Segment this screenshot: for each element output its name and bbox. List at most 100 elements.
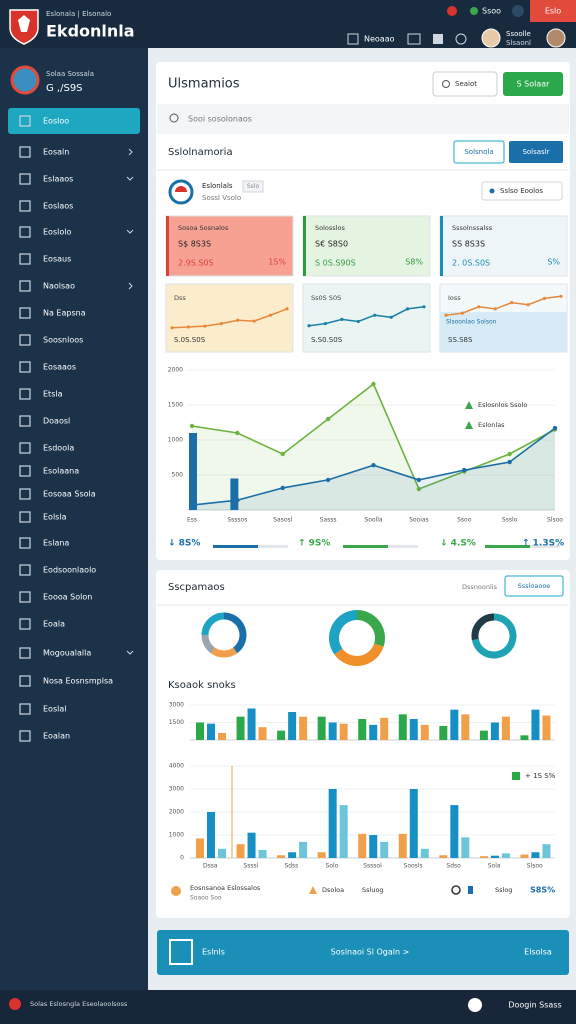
button-label[interactable]: Sssloaooe [518,582,551,590]
y-tick-label: 3000 [169,786,184,793]
y-tick-label: 1000 [169,832,184,839]
bar [461,714,470,740]
bar [520,735,529,740]
menu-item[interactable]: Eosaus [43,255,71,264]
help-icon[interactable] [455,33,467,45]
menu-item[interactable]: Eoslaos [43,202,73,211]
progress-bar [343,545,388,548]
bar [207,812,215,858]
nav-link[interactable]: Neoaao [364,35,395,44]
filter-box[interactable] [481,181,563,201]
hint-text: Dssnoonlis [462,583,498,591]
x-tick-label: Ssslo [502,517,518,524]
tab-button[interactable] [509,141,563,163]
stat-sub: 2. 0S.S0S [452,259,490,268]
footer-text[interactable]: Doogin Ssass [508,1001,561,1010]
stat-change: ↓ 8S% [168,539,200,549]
menu-item[interactable]: Eslana [43,539,69,548]
menu-icon [19,253,31,265]
search-bar[interactable] [157,104,569,134]
badge-label: Sslo [247,183,260,190]
menu-item[interactable]: Eosoaa Ssola [43,490,96,499]
menu-icon [19,200,31,212]
mini-chart-note: Slsoonlao Solson [446,319,497,326]
legend-label: Ssluog [362,886,384,894]
stat-pct: S8% [405,258,423,267]
tab-label[interactable]: Solsaslr [522,148,549,156]
donut-segment [471,613,495,641]
menu-item[interactable]: Eodsoonlaolo [43,566,96,575]
menu-item[interactable]: Nosa Eosnsmplsa [43,677,113,686]
mini-chart-point [477,305,481,309]
menu-item[interactable]: Eolsla [43,513,67,522]
menu-item[interactable]: Eslaaos [43,175,73,184]
mini-chart-card [165,283,294,353]
menu-item[interactable]: Eoalan [43,732,70,741]
mini-chart-line [171,308,288,329]
alert-button[interactable] [530,0,576,22]
notification-icon[interactable] [447,6,457,16]
chevron [128,282,133,290]
search-placeholder[interactable]: Sooi sosolonaos [188,115,252,124]
menu-icon [19,334,31,346]
chevron [128,148,133,156]
mini-chart-point [559,294,563,298]
menu-item[interactable]: Mogoualalla [43,649,91,658]
x-tick-label: Ssssl [243,863,258,870]
x-tick-label: Soosls [404,863,423,870]
menu-item[interactable]: Soosnloos [43,336,83,345]
bar [189,433,197,510]
menu-item[interactable]: Eoslolo [43,228,71,237]
mini-chart-caption: S.0S.S0S [174,336,206,344]
settings-icon[interactable] [512,5,524,17]
bar [218,733,226,740]
action-button[interactable] [503,72,563,96]
tab-label[interactable]: Solsnola [464,148,493,156]
mini-chart-point [236,318,240,322]
x-tick-label: Sola [488,863,501,870]
bar [317,716,326,740]
tab-button[interactable] [453,140,505,164]
avatar[interactable] [546,28,566,48]
menu-item[interactable]: Esolaana [43,467,79,476]
menu-icon [19,415,31,427]
y-tick-label: 4000 [169,763,184,770]
banner[interactable] [157,930,569,975]
bar [439,726,448,740]
point [235,430,240,436]
bar [358,833,367,858]
legend-label: Eslonlas [478,421,505,429]
stat-value: S€ S8S0 [315,240,348,249]
footer-text: Solas Eslosngla Eseolaoolsoss [30,1000,128,1008]
bar [501,716,510,740]
select-box[interactable] [432,71,498,97]
y-tick-label: 1500 [169,719,184,726]
alert-label[interactable]: Eslo [545,7,561,16]
donut-segment [356,610,385,647]
menu-item[interactable]: Eosloo [43,117,69,126]
avatar[interactable] [481,28,501,48]
menu-item[interactable]: Na Eapsna [43,309,86,318]
mini-chart-point [268,313,273,317]
donut-segment [201,634,216,654]
menu-item[interactable]: Naolsao [43,282,75,291]
menu-item[interactable]: Eoslal [43,705,66,714]
menu-item[interactable]: Doaosl [43,417,70,426]
menu-item[interactable]: Esdoola [43,444,74,453]
menu-icon [19,115,31,127]
menu-item[interactable]: Eosaln [43,148,69,157]
legend-sub: Soaoo Soo [190,895,222,902]
donut-segment [210,647,238,658]
menu-item[interactable]: Eoala [43,620,65,629]
banner-link[interactable]: Soslnaoi Sl Ogaln > [331,948,410,957]
y-tick-label: 2000 [168,367,183,374]
menu-item[interactable]: Etsla [43,390,63,399]
x-tick-label: Solo [326,863,339,870]
filter-label[interactable]: Sslso Eoolos [500,187,543,195]
bar [398,714,407,740]
legend-button[interactable] [504,575,564,597]
action-label[interactable]: S Solaar [517,80,551,89]
menu-item[interactable]: Eoooa Solon [43,593,92,602]
menu-item[interactable]: Eosaaos [43,363,76,372]
select-label[interactable]: Seaiot [455,80,477,88]
